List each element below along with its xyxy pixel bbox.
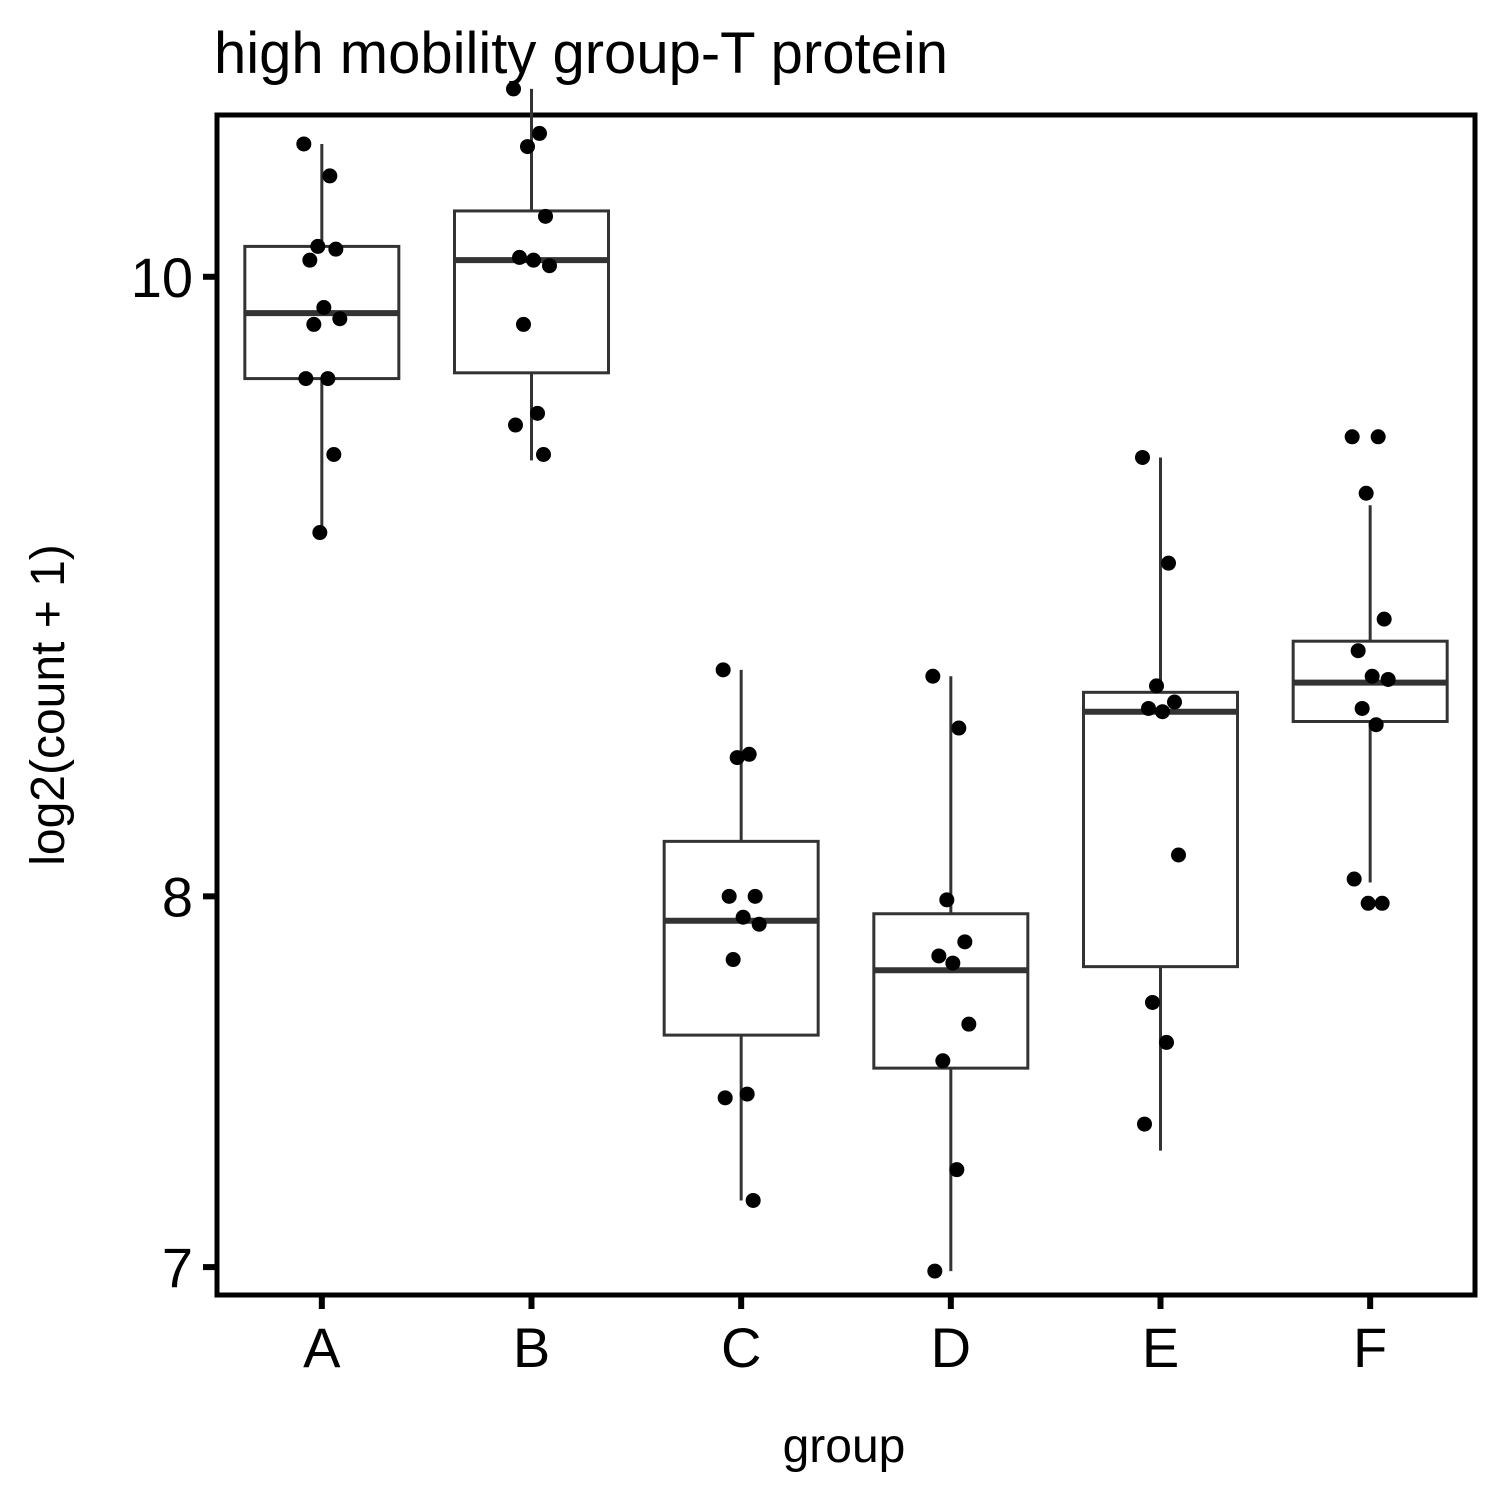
data-point-B bbox=[526, 252, 541, 268]
plot-panel bbox=[214, 112, 1478, 1298]
data-point-C bbox=[747, 888, 763, 904]
data-point-E bbox=[1135, 449, 1150, 465]
x-axis-title: group bbox=[783, 1420, 906, 1473]
data-point-A bbox=[326, 446, 342, 462]
chart-title: high mobility group-T protein bbox=[214, 21, 948, 86]
data-point-A bbox=[320, 371, 336, 387]
data-point-E bbox=[1159, 1034, 1174, 1050]
data-point-B bbox=[508, 417, 523, 433]
data-point-D bbox=[949, 1162, 965, 1178]
data-point-C bbox=[721, 888, 737, 904]
data-point-E bbox=[1161, 555, 1176, 571]
data-point-B bbox=[532, 125, 547, 141]
data-point-B bbox=[516, 316, 531, 332]
data-point-F bbox=[1346, 871, 1362, 887]
data-point-F bbox=[1370, 429, 1386, 445]
iqr-box-D bbox=[872, 912, 1030, 1070]
data-point-F bbox=[1354, 700, 1370, 716]
data-point-F bbox=[1368, 717, 1384, 733]
y-axis: 7 8 10 bbox=[131, 246, 217, 1299]
data-point-F bbox=[1350, 643, 1366, 659]
data-point-A bbox=[316, 299, 332, 315]
x-axis: A B C D E F bbox=[303, 1295, 1387, 1379]
data-point-D bbox=[935, 1053, 951, 1069]
x-tick-label-F: F bbox=[1353, 1316, 1387, 1379]
data-point-E bbox=[1171, 847, 1186, 863]
data-point-B bbox=[542, 258, 557, 274]
boxes-layer bbox=[243, 88, 1449, 1272]
data-point-B bbox=[512, 249, 527, 265]
y-tick-label-8: 8 bbox=[162, 865, 193, 928]
data-point-A bbox=[310, 238, 326, 254]
x-tick-label-D: D bbox=[931, 1316, 971, 1379]
data-point-F bbox=[1358, 485, 1374, 501]
data-point-E bbox=[1155, 704, 1170, 720]
data-point-C bbox=[715, 662, 731, 678]
data-point-E bbox=[1145, 994, 1160, 1010]
data-point-F bbox=[1360, 895, 1376, 911]
data-point-D bbox=[927, 1263, 943, 1279]
data-point-C bbox=[741, 746, 757, 762]
x-tick-label-C: C bbox=[721, 1316, 761, 1379]
x-tick-label-B: B bbox=[513, 1316, 550, 1379]
data-point-D bbox=[925, 668, 941, 684]
x-tick-label-E: E bbox=[1142, 1316, 1179, 1379]
data-point-A bbox=[296, 136, 312, 152]
data-point-E bbox=[1149, 678, 1164, 694]
data-point-A bbox=[332, 311, 348, 327]
data-point-D bbox=[939, 892, 955, 908]
data-point-F bbox=[1364, 668, 1380, 684]
data-point-C bbox=[751, 916, 767, 932]
data-point-D bbox=[945, 955, 961, 971]
data-point-C bbox=[739, 1086, 755, 1102]
data-point-A bbox=[306, 316, 322, 332]
data-point-F bbox=[1376, 611, 1392, 627]
data-point-B bbox=[536, 446, 551, 462]
data-point-D bbox=[957, 934, 973, 950]
data-point-D bbox=[931, 948, 947, 964]
data-point-C bbox=[735, 909, 751, 925]
box-E bbox=[1082, 457, 1239, 1151]
data-point-E bbox=[1137, 1116, 1152, 1132]
data-point-C bbox=[725, 952, 741, 968]
iqr-box-C bbox=[662, 839, 820, 1037]
data-point-A bbox=[322, 168, 338, 184]
data-point-A bbox=[328, 241, 344, 257]
x-tick-label-A: A bbox=[303, 1316, 341, 1379]
data-point-A bbox=[312, 525, 328, 541]
y-axis-title: log2(count + 1) bbox=[22, 544, 75, 866]
data-point-A bbox=[302, 252, 318, 268]
data-point-A bbox=[298, 371, 314, 387]
data-point-F bbox=[1344, 429, 1360, 445]
data-point-E bbox=[1141, 700, 1156, 716]
data-point-B bbox=[538, 208, 553, 224]
box-B bbox=[453, 88, 610, 461]
data-point-F bbox=[1380, 671, 1396, 687]
y-tick-label-10: 10 bbox=[131, 246, 193, 309]
data-point-B bbox=[506, 81, 521, 97]
data-point-B bbox=[530, 405, 545, 421]
data-point-C bbox=[745, 1192, 761, 1208]
data-point-C bbox=[729, 750, 745, 766]
data-point-D bbox=[961, 1016, 977, 1032]
iqr-box-B bbox=[453, 209, 610, 375]
data-point-E bbox=[1167, 694, 1182, 710]
data-point-F bbox=[1374, 895, 1390, 911]
data-point-D bbox=[951, 720, 967, 736]
data-point-C bbox=[717, 1090, 733, 1106]
data-point-B bbox=[520, 139, 535, 155]
points-layer bbox=[296, 81, 1396, 1279]
iqr-box-E bbox=[1082, 690, 1239, 969]
y-tick-label-7: 7 bbox=[162, 1236, 193, 1299]
